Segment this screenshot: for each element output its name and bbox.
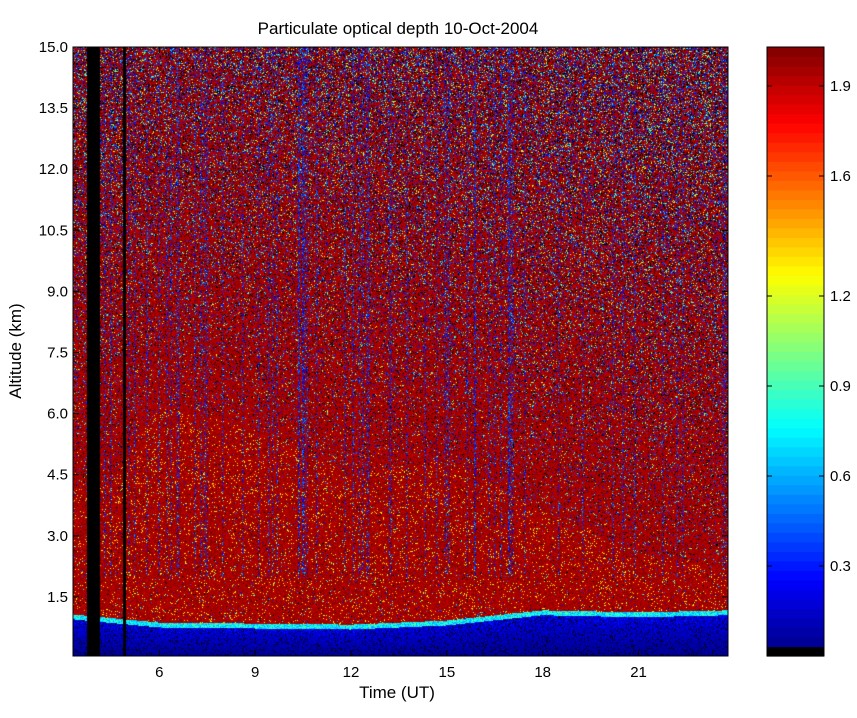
x-axis-label: Time (UT): [359, 683, 435, 702]
colorbar-band: [767, 427, 824, 438]
colorbar-band: [767, 560, 824, 571]
x-tick-label: 18: [534, 664, 551, 681]
chart-title: Particulate optical depth 10-Oct-2004: [258, 19, 539, 38]
colorbar-band: [767, 227, 824, 238]
colorbar-band: [767, 341, 824, 353]
colorbar-band: [767, 465, 824, 476]
colorbar-tick-label: 0.3: [830, 558, 851, 575]
colorbar-band: [767, 246, 824, 257]
colorbar-band: [767, 418, 824, 429]
colorbar-frame: [766, 46, 825, 657]
x-tick-label: 6: [155, 664, 163, 681]
colorbar-band: [767, 199, 824, 210]
y-tick-label: 12.0: [39, 161, 68, 178]
colorbar-band: [767, 132, 824, 143]
colorbar-band: [767, 85, 824, 96]
colorbar-band: [767, 265, 824, 276]
colorbar-band: [767, 322, 824, 334]
colorbar-band: [767, 475, 824, 486]
colorbar-band: [767, 570, 824, 581]
x-axis: 6 9 12 15 18 21: [155, 47, 647, 681]
colorbar-band: [767, 123, 824, 134]
x-tick-label: 12: [343, 664, 360, 681]
colorbar-band: [767, 284, 824, 296]
x-tick-label: 9: [251, 664, 259, 681]
colorbar-band: [767, 94, 824, 105]
colorbar-band: [767, 617, 824, 629]
colorbar-band: [767, 361, 824, 372]
colorbar-tick-label: 0.6: [830, 468, 851, 485]
colorbar-band: [767, 389, 824, 400]
colorbar-band: [767, 627, 824, 638]
colorbar-tick-label: 1.9: [830, 78, 851, 95]
colorbar-band: [767, 332, 824, 343]
y-tick-label: 9.0: [47, 283, 68, 300]
colorbar-band: [767, 56, 824, 67]
plot-frame: [72, 46, 729, 657]
colorbar-band: [767, 104, 824, 115]
x-tick-label: 15: [438, 664, 455, 681]
colorbar-band: [767, 494, 824, 505]
colorbar-band: [767, 180, 824, 191]
colorbar-tick-label: 0.9: [830, 378, 851, 395]
y-tick-label: 13.5: [39, 100, 68, 117]
colorbar-band: [767, 313, 824, 324]
colorbar-band: [767, 484, 824, 495]
colorbar-band: [767, 437, 824, 448]
y-tick-label: 7.5: [47, 345, 68, 362]
colorbar-band: [767, 579, 824, 590]
colorbar-band: [767, 589, 824, 600]
colorbar-band: [767, 303, 824, 315]
colorbar-band: [767, 75, 824, 86]
colorbar-band: [767, 113, 824, 124]
colorbar-band: [767, 351, 824, 362]
y-tick-label: 3.0: [47, 528, 68, 545]
y-tick-label: 10.5: [39, 222, 68, 239]
colorbar-band: [767, 256, 824, 267]
colorbar-band: [767, 237, 824, 248]
colorbar-tick-label: 1.6: [830, 168, 851, 185]
colorbar-band: [767, 522, 824, 533]
colorbar-band: [767, 170, 824, 181]
colorbar-band: [767, 66, 824, 77]
colorbar-band: [767, 608, 824, 619]
colorbar-band: [767, 142, 824, 153]
colorbar-band: [767, 151, 824, 162]
colorbar-band: [767, 399, 824, 410]
colorbar-band: [767, 161, 824, 172]
heatmap-raster: [73, 47, 728, 656]
y-tick-label: 6.0: [47, 406, 68, 423]
colorbar-band: [767, 503, 824, 514]
colorbar-band: [767, 598, 824, 610]
colorbar-band: [767, 47, 824, 58]
colorbar-band: [767, 456, 824, 467]
colorbar-axis: 0.3 0.6 0.9 1.2 1.6 1.9: [767, 78, 851, 575]
colorbar-tick-label: 1.2: [830, 288, 851, 305]
plot-area: [73, 47, 728, 656]
colorbar-band: [767, 275, 824, 286]
colorbar-band: [767, 446, 824, 457]
colorbar-band: [767, 380, 824, 391]
colorbar-band: [767, 636, 824, 648]
colorbar-band: [767, 208, 824, 219]
y-tick-label: 15.0: [39, 39, 68, 56]
y-tick-label: 1.5: [47, 589, 68, 606]
colorbar-band: [767, 541, 824, 552]
colorbar-band: [767, 532, 824, 543]
colorbar-band: [767, 189, 824, 200]
colorbar-band: [767, 551, 824, 562]
colorbar-band: [767, 513, 824, 524]
x-tick-label: 21: [630, 664, 647, 681]
colorbar: [767, 47, 824, 657]
y-axis: 1.5 3.0 4.5 6.0 7.5 9.0 10.5 12.0 13.5 15.0: [39, 39, 728, 606]
colorbar-band: [767, 218, 824, 229]
colorbar-band: [767, 646, 824, 657]
y-tick-label: 4.5: [47, 467, 68, 484]
colorbar-band: [767, 408, 824, 419]
colorbar-band: [767, 294, 824, 305]
y-axis-label: Altitude (km): [6, 303, 25, 398]
colorbar-band: [767, 370, 824, 381]
